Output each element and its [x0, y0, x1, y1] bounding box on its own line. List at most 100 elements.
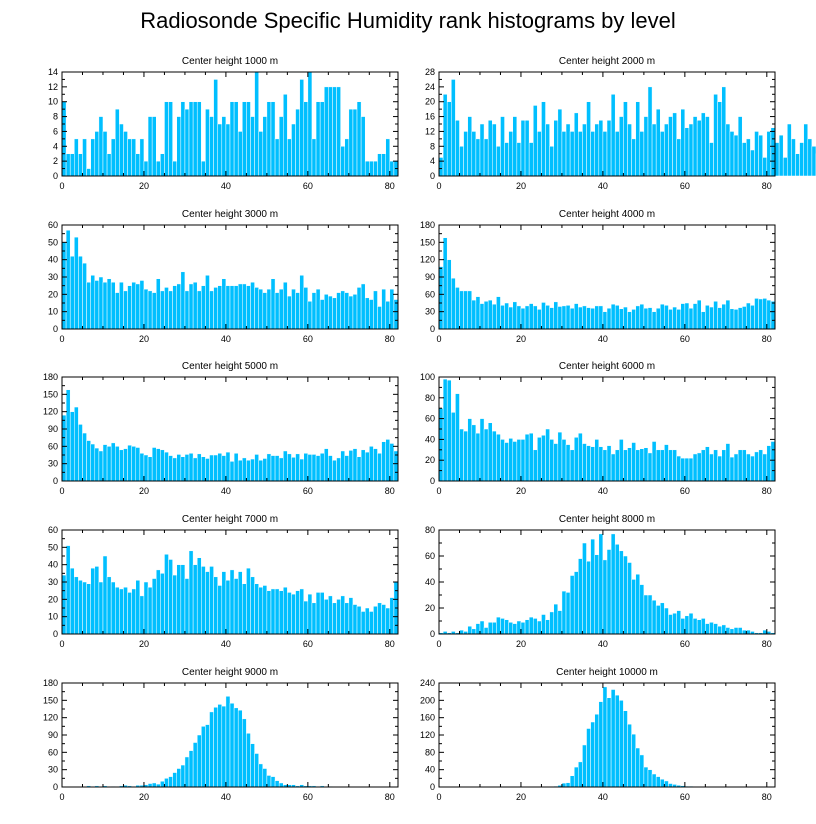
histogram-bar [139, 595, 145, 635]
histogram-bar [94, 447, 100, 482]
histogram-bar [520, 120, 526, 177]
histogram-bar [455, 120, 460, 177]
histogram-bar [225, 696, 231, 788]
histogram-bar [643, 594, 649, 635]
histogram-bar [295, 590, 300, 635]
y-tick-label: 0 [53, 629, 58, 639]
histogram-bar [676, 455, 682, 482]
histogram-bar [160, 290, 165, 330]
histogram-bar [635, 573, 641, 635]
histogram-bar [205, 724, 210, 788]
histogram-bar [135, 153, 141, 177]
histogram-bar [746, 302, 751, 330]
histogram-bar [90, 443, 96, 482]
histogram-bar [602, 449, 608, 482]
histogram-bar [504, 442, 509, 482]
histogram-panel-2: Center height 2000 m 0 20 40 60 80 0 4 8 12 16 20 24… [425, 56, 816, 191]
histogram-bar [483, 627, 489, 635]
histogram-bar [655, 108, 661, 177]
histogram-bar [332, 459, 337, 482]
histogram-bar [524, 433, 530, 482]
histogram-bar [619, 308, 624, 330]
histogram-bar [537, 309, 542, 330]
histogram-bar [811, 146, 816, 177]
histogram-bar [598, 305, 604, 330]
y-tick-label: 8 [430, 141, 435, 151]
histogram-bar [709, 306, 714, 330]
histogram-bar [123, 131, 128, 177]
histogram-bar [700, 449, 706, 482]
histogram-bar [651, 311, 657, 330]
histogram-bar [131, 588, 137, 635]
histogram-bar [557, 306, 563, 330]
histogram-bar [217, 704, 223, 788]
histogram-bar [483, 301, 489, 330]
histogram-bar [623, 555, 628, 635]
histogram-bar [746, 453, 751, 482]
histogram-bar [160, 449, 165, 482]
histogram-bar [102, 555, 108, 635]
x-tick-label: 80 [762, 181, 772, 191]
histogram-bar [160, 573, 165, 635]
histogram-bar [520, 307, 526, 330]
histogram-bar [610, 303, 616, 330]
histogram-bar [135, 580, 141, 635]
y-tick-label: 40 [48, 560, 58, 570]
y-tick-label: 8 [53, 112, 58, 122]
histogram-bar [561, 782, 567, 788]
histogram-bar [168, 455, 173, 482]
histogram-bar [274, 780, 280, 788]
histogram-bar [164, 554, 169, 635]
y-tick-label: 30 [48, 272, 58, 282]
histogram-bar [332, 86, 337, 177]
histogram-bar [688, 307, 694, 330]
histogram-bar [225, 580, 231, 635]
histogram-bar [278, 782, 284, 788]
histogram-bar [483, 428, 489, 482]
histogram-bar [602, 686, 608, 788]
histogram-bar [209, 290, 214, 330]
y-tick-label: 10 [48, 307, 58, 317]
histogram-bar [115, 586, 120, 635]
histogram-bar [295, 108, 300, 177]
histogram-bar [782, 157, 788, 177]
y-tick-label: 20 [48, 594, 58, 604]
y-tick-label: 60 [425, 289, 435, 299]
histogram-bar [684, 302, 690, 330]
histogram-bar [291, 593, 296, 635]
histogram-bar [487, 120, 493, 177]
histogram-bar [647, 769, 653, 788]
histogram-bar [647, 307, 653, 330]
histogram-bar [623, 101, 628, 177]
histogram-bar [229, 285, 235, 330]
y-tick-label: 0 [430, 476, 435, 486]
histogram-bar [332, 297, 337, 330]
histogram-bar [541, 614, 546, 635]
histogram-bar [635, 747, 641, 788]
histogram-bar [323, 448, 329, 482]
x-tick-label: 0 [436, 792, 441, 802]
histogram-bar [225, 451, 231, 482]
histogram-bar [205, 108, 210, 177]
histogram-bar [151, 782, 157, 788]
histogram-bar [721, 449, 727, 482]
y-tick-label: 2 [53, 156, 58, 166]
histogram-bar [217, 585, 223, 635]
histogram-bar [672, 612, 677, 635]
histogram-bar [258, 586, 264, 635]
histogram-bar [590, 131, 595, 177]
histogram-bar [537, 437, 542, 482]
histogram-panel-9: Center height 9000 m 0 20 40 60 80 0 30 60 90 120 1… [43, 667, 399, 802]
histogram-bar [459, 428, 464, 482]
histogram-bar [291, 288, 296, 330]
histogram-bar [532, 449, 538, 482]
histogram-bar [98, 116, 104, 177]
x-tick-label: 40 [221, 486, 231, 496]
histogram-bar [123, 448, 128, 482]
histogram-bar [147, 586, 153, 635]
histogram-bar [90, 138, 96, 177]
histogram-bar [381, 153, 386, 177]
histogram-bar [205, 275, 210, 330]
histogram-bar [471, 424, 477, 482]
histogram-bar [78, 580, 83, 635]
